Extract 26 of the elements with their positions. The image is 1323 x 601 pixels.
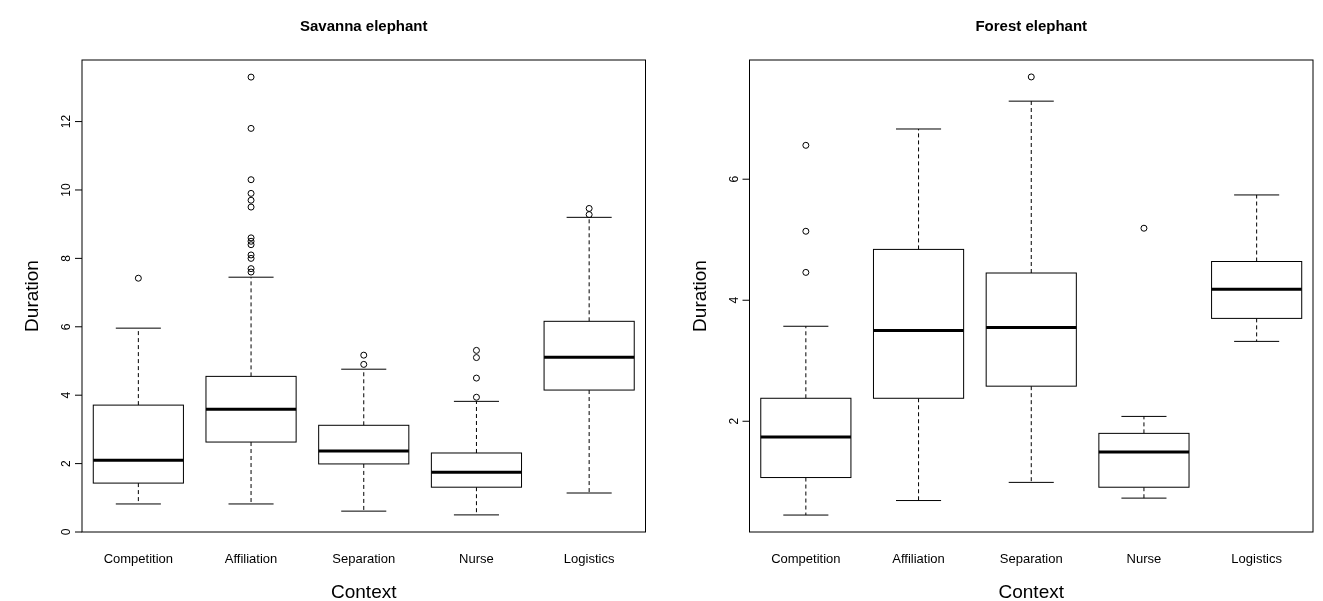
- y-axis-title: Duration: [688, 260, 710, 332]
- x-tick-label: Logistics: [1231, 551, 1283, 566]
- x-tick-label: Affiliation: [892, 551, 945, 566]
- x-tick-label: Competition: [771, 551, 841, 566]
- x-tick-label: Separation: [999, 551, 1063, 566]
- x-tick-label: Separation: [332, 551, 396, 566]
- chart-title: Savanna elephant: [299, 17, 428, 34]
- y-tick-label: 4: [59, 391, 73, 399]
- y-tick-label: 6: [59, 323, 73, 331]
- x-axis-title: Context: [331, 581, 398, 601]
- x-tick-label: Logistics: [563, 551, 615, 566]
- y-tick-label: 12: [59, 114, 73, 129]
- x-tick-label: Affiliation: [224, 551, 278, 566]
- x-axis-title: Context: [998, 581, 1065, 601]
- y-tick-label: 2: [59, 459, 73, 467]
- y-tick-label: 2: [726, 417, 741, 425]
- x-tick-label: Nurse: [459, 551, 494, 566]
- x-tick-label: Nurse: [1126, 551, 1162, 566]
- chart-title: Forest elephant: [975, 17, 1088, 34]
- y-tick-label: 8: [59, 254, 73, 262]
- y-tick-label: 0: [59, 528, 73, 536]
- x-tick-label: Competition: [103, 551, 174, 566]
- y-tick-label: 10: [59, 182, 73, 197]
- y-tick-label: 4: [726, 296, 741, 304]
- y-axis-title: Duration: [21, 260, 42, 332]
- y-tick-label: 6: [726, 175, 741, 183]
